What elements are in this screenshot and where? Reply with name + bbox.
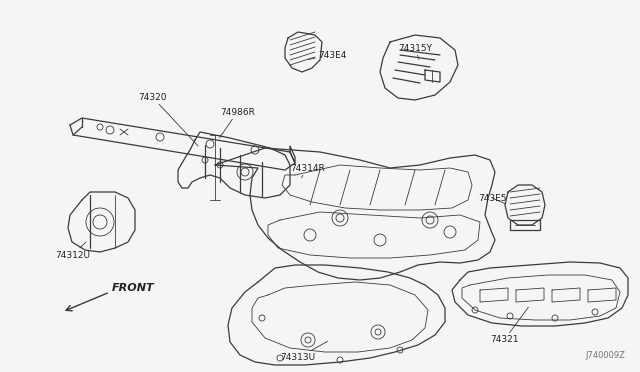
Text: 74321: 74321 xyxy=(490,307,529,344)
Text: 74314R: 74314R xyxy=(290,164,324,178)
Text: 74315Y: 74315Y xyxy=(398,44,432,60)
Text: J740009Z: J740009Z xyxy=(585,351,625,360)
Text: 74312U: 74312U xyxy=(55,242,90,260)
Text: FRONT: FRONT xyxy=(112,283,155,293)
Text: 74986R: 74986R xyxy=(220,108,255,138)
Text: 74313U: 74313U xyxy=(280,341,328,362)
Text: 74320: 74320 xyxy=(138,93,198,146)
Text: 743E5: 743E5 xyxy=(478,193,506,204)
Text: 743E4: 743E4 xyxy=(308,51,346,60)
